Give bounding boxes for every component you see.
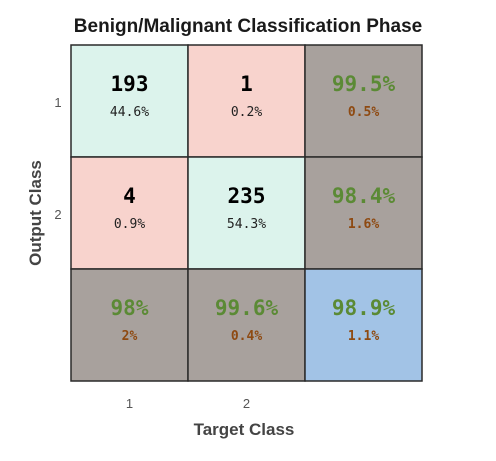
cell-incorrect-r2-c1	[70, 156, 189, 270]
x-axis-label: Target Class	[0, 420, 496, 440]
cell-value-r3-c2: 99.6%	[215, 296, 279, 320]
cell-correct-r1-c1	[70, 44, 189, 158]
cell-incorrect-r1-c2	[187, 44, 306, 158]
y-tick-label-1: 1	[54, 95, 61, 110]
cell-value-r2-c2: 235	[228, 184, 266, 208]
cell-percent-r2-c2: 54.3%	[227, 217, 266, 232]
cell-percent-r3-c2: 0.4%	[231, 329, 262, 344]
cell-value-r2-c1: 4	[123, 184, 136, 208]
y-tick-label-2: 2	[54, 207, 61, 222]
cell-overall-r3-c3	[304, 268, 423, 382]
cell-percent-r2-c1: 0.9%	[114, 217, 145, 232]
cell-percent-r2-c3: 1.6%	[348, 217, 379, 232]
cell-percent-r3-c1: 2%	[122, 329, 138, 344]
cell-value-r3-c3: 98.9%	[332, 296, 396, 320]
cell-percent-r1-c2: 0.2%	[231, 105, 262, 120]
cell-value-r1-c1: 193	[111, 72, 149, 96]
chart-title: Benign/Malignant Classification Phase	[73, 16, 423, 37]
cell-summary-r1-c3	[304, 44, 423, 158]
cell-summary-r3-c2	[187, 268, 306, 382]
x-tick-label-1: 1	[126, 396, 133, 411]
cell-value-r1-c2: 1	[240, 72, 253, 96]
x-tick-label-2: 2	[243, 396, 250, 411]
cell-summary-r2-c3	[304, 156, 423, 270]
cell-summary-r3-c1	[70, 268, 189, 382]
cell-value-r1-c3: 99.5%	[332, 72, 396, 96]
cell-correct-r2-c2	[187, 156, 306, 270]
cell-value-r2-c3: 98.4%	[332, 184, 396, 208]
cell-value-r3-c1: 98%	[111, 296, 149, 320]
x-axis-label-text: Target Class	[193, 420, 295, 439]
cell-percent-r1-c3: 0.5%	[348, 105, 379, 120]
cell-percent-r1-c1: 44.6%	[110, 105, 149, 120]
cell-percent-r3-c3: 1.1%	[348, 329, 379, 344]
